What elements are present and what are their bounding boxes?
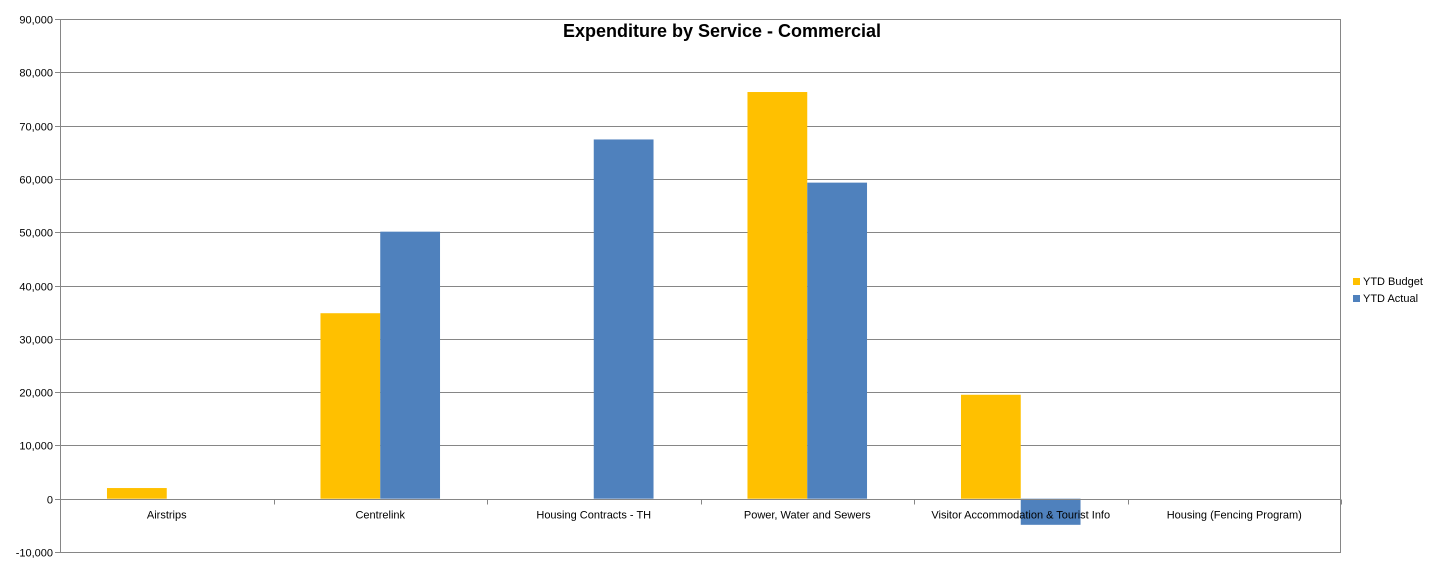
category-label: Power, Water and Sewers	[744, 510, 871, 522]
y-tick-label: 50,000	[19, 228, 53, 240]
bar	[320, 313, 381, 499]
bars	[106, 92, 1081, 525]
y-tick-label: 90,000	[19, 15, 53, 27]
bar	[106, 488, 167, 499]
bar	[807, 182, 868, 499]
legend-swatch	[1353, 278, 1360, 285]
category-label: Airstrips	[147, 510, 187, 522]
bar	[747, 92, 808, 499]
chart-title: Expenditure by Service - Commercial	[563, 21, 881, 41]
y-tick-label: 80,000	[19, 68, 53, 80]
y-tick-label: 70,000	[19, 122, 53, 134]
category-label: Housing (Fencing Program)	[1167, 510, 1302, 522]
y-tick-label: 40,000	[19, 282, 53, 294]
category-label: Housing Contracts - TH	[536, 510, 651, 522]
y-tick-label: 0	[47, 495, 53, 507]
category-label: Visitor Accommodation & Tourist Info	[931, 510, 1110, 522]
bar	[593, 139, 654, 499]
bar	[960, 394, 1021, 499]
legend-label: YTD Budget	[1363, 276, 1423, 288]
bar	[1020, 498, 1081, 525]
legend: YTD Budget YTD Actual	[1353, 276, 1423, 305]
y-tick-label: 30,000	[19, 335, 53, 347]
y-tick-label: 10,000	[19, 441, 53, 453]
y-tick-label: 20,000	[19, 388, 53, 400]
legend-label: YTD Actual	[1363, 293, 1418, 305]
gridlines	[60, 19, 1341, 553]
category-label: Centrelink	[355, 510, 405, 522]
bar	[380, 231, 441, 499]
legend-swatch	[1353, 295, 1360, 302]
y-tick-label: -10,000	[16, 548, 53, 560]
y-tick-label: 60,000	[19, 175, 53, 187]
axes: -10,000 0 10,000 20,000 30,000 40,000 50,000 60…	[16, 15, 1342, 560]
